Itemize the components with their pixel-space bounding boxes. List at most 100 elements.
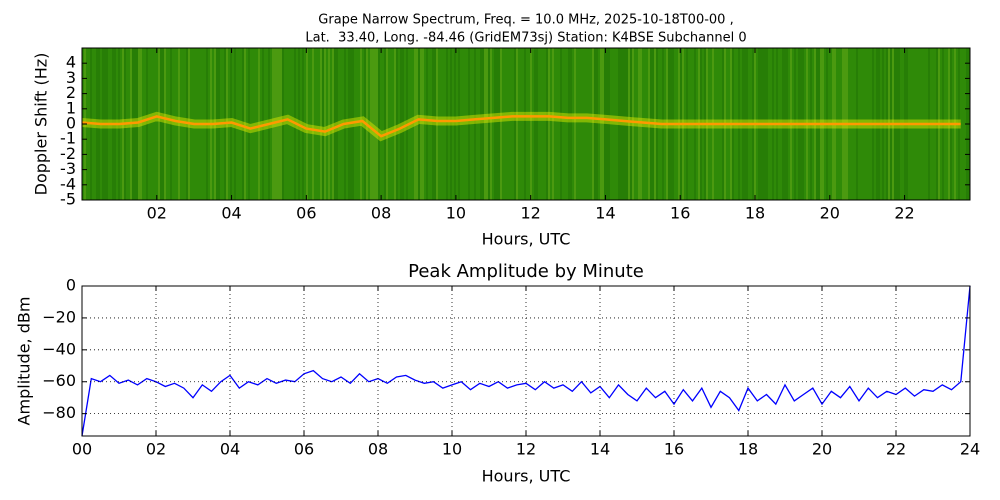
x-tick-label: 20	[820, 204, 840, 223]
texture	[606, 48, 608, 200]
texture	[594, 48, 596, 200]
texture	[622, 48, 624, 200]
chart-subtitle: Lat. 33.40, Long. -84.46 (GridEM73sj) St…	[305, 31, 746, 46]
texture	[468, 48, 470, 200]
texture	[638, 48, 640, 200]
texture	[480, 48, 482, 200]
texture	[244, 48, 246, 200]
texture	[360, 48, 362, 200]
texture	[630, 48, 632, 200]
x-tick-label: 22	[894, 204, 914, 223]
texture	[514, 48, 516, 200]
texture	[302, 48, 304, 200]
texture	[628, 48, 630, 200]
texture	[620, 48, 622, 200]
y-tick-label: −40	[42, 339, 76, 358]
y-tick-label: 0	[66, 276, 76, 295]
y-tick-label: −80	[42, 403, 76, 422]
texture	[394, 48, 396, 200]
texture	[552, 48, 554, 200]
texture	[328, 48, 330, 200]
chart-title: Peak Amplitude by Minute	[408, 261, 644, 282]
texture	[596, 48, 598, 200]
x-tick-label: 12	[516, 440, 536, 459]
texture	[258, 48, 260, 200]
texture	[496, 48, 498, 200]
texture	[248, 48, 250, 200]
texture	[434, 48, 436, 200]
y-tick-label: −60	[42, 371, 76, 390]
texture	[164, 48, 166, 200]
y-tick-label: 3	[66, 68, 76, 87]
texture	[624, 48, 626, 200]
x-tick-label: 12	[520, 204, 540, 223]
x-tick-label: 04	[220, 440, 240, 459]
axes-frame	[81, 47, 971, 201]
x-axis-label: Hours, UTC	[482, 467, 571, 486]
texture	[426, 48, 428, 200]
y-tick-label: -2	[60, 144, 76, 163]
texture	[436, 48, 438, 200]
texture	[602, 48, 604, 200]
y-tick-label: 2	[66, 83, 76, 102]
texture	[372, 48, 374, 200]
y-tick-label: 0	[66, 114, 76, 133]
texture	[324, 48, 326, 200]
texture	[516, 48, 518, 200]
texture	[262, 48, 264, 200]
texture	[618, 48, 620, 200]
x-tick-label: 18	[738, 440, 758, 459]
texture	[138, 48, 140, 200]
texture	[136, 48, 138, 200]
texture	[146, 48, 148, 200]
texture	[546, 48, 548, 200]
texture	[498, 48, 500, 200]
texture	[484, 48, 486, 200]
y-tick-label: 4	[66, 53, 76, 72]
y-tick-label: -4	[60, 174, 76, 193]
texture	[450, 48, 452, 200]
texture	[536, 48, 538, 200]
texture	[280, 48, 282, 200]
y-tick-label: −20	[42, 307, 76, 326]
texture	[422, 48, 424, 200]
texture	[402, 48, 404, 200]
texture	[274, 48, 276, 200]
texture	[374, 48, 376, 200]
texture	[482, 48, 484, 200]
texture	[420, 48, 422, 200]
texture	[336, 48, 338, 200]
texture	[490, 48, 492, 200]
texture	[608, 48, 610, 200]
texture	[488, 48, 490, 200]
x-tick-label: 16	[670, 204, 690, 223]
texture	[600, 48, 602, 200]
x-tick-label: 06	[296, 204, 316, 223]
texture	[170, 48, 172, 200]
line	[81, 285, 971, 437]
texture	[384, 48, 386, 200]
texture	[500, 48, 502, 200]
texture	[432, 48, 434, 200]
texture	[530, 48, 532, 200]
texture	[162, 48, 164, 200]
texture	[306, 48, 308, 200]
doppler-trace	[81, 115, 961, 138]
texture	[312, 48, 314, 200]
x-tick-label: 24	[960, 440, 980, 459]
x-tick-label: 14	[595, 204, 615, 223]
x-tick-label: 08	[368, 440, 388, 459]
x-tick-label: 16	[664, 440, 684, 459]
texture	[386, 48, 388, 200]
texture	[474, 48, 476, 200]
texture	[242, 48, 244, 200]
y-tick-label: 1	[66, 98, 76, 117]
texture	[376, 48, 378, 200]
x-tick-label: 08	[371, 204, 391, 223]
x-tick-label: 10	[446, 204, 466, 223]
texture	[454, 48, 456, 200]
texture	[568, 48, 570, 200]
texture	[494, 48, 496, 200]
texture	[160, 48, 162, 200]
x-tick-label: 18	[745, 204, 765, 223]
